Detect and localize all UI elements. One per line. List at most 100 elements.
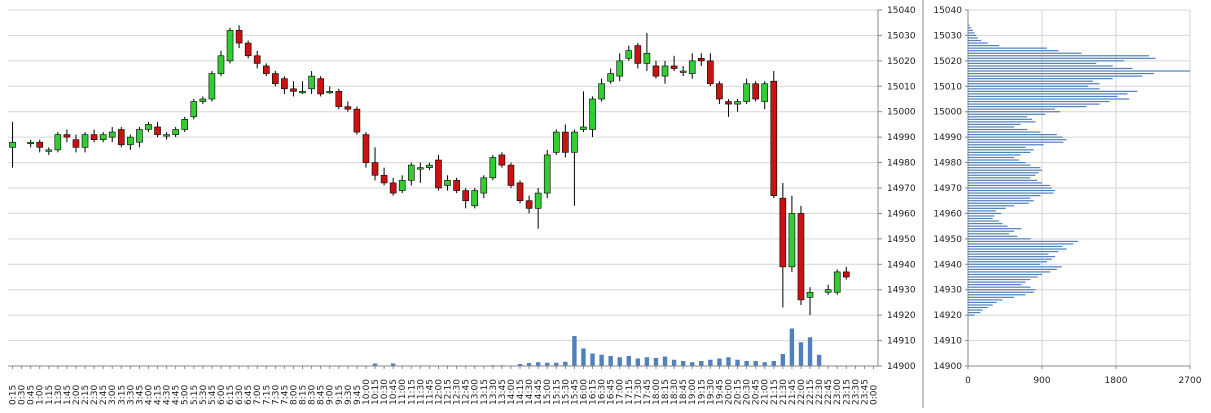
profile-bar	[968, 273, 1042, 276]
candle-body-up	[743, 83, 750, 102]
candle-body-up	[199, 98, 207, 102]
profile-bar	[968, 202, 1029, 204]
candle	[208, 71, 216, 102]
candle	[380, 167, 388, 186]
candle-body-down	[371, 162, 379, 176]
price-tick-label: 14990	[887, 133, 916, 143]
profile-bar	[968, 248, 1067, 250]
profile-bar	[968, 256, 1056, 258]
candle	[833, 269, 841, 295]
time-tick-label: 14:45	[534, 379, 544, 405]
profile-bar	[968, 144, 1044, 146]
profile-bar	[968, 34, 977, 37]
candle	[806, 287, 814, 316]
profile-bar	[968, 294, 1026, 296]
profile-bar	[968, 118, 1033, 120]
candle-body-down	[253, 55, 261, 64]
time-tick-label: 15:45	[570, 379, 580, 405]
candle	[90, 129, 98, 143]
volume-bar	[590, 353, 595, 366]
time-tick-label: 9:15	[335, 385, 345, 405]
profile-x-axis: 0 900 1800 2700	[965, 365, 1202, 386]
candle	[770, 71, 778, 199]
candle	[317, 76, 324, 97]
candle	[281, 76, 288, 94]
volume-bar	[517, 364, 523, 366]
time-tick-label: 17:00	[616, 379, 626, 405]
profile-x-tick-label: 900	[1033, 376, 1050, 386]
candle	[842, 266, 850, 280]
price-tick-label: 15040	[887, 6, 916, 16]
time-tick-label: 14:30	[525, 379, 535, 405]
volume-bar	[572, 336, 577, 366]
profile-bar	[968, 111, 1061, 113]
volume-profile-bars	[968, 24, 1190, 316]
candle-body-down	[380, 174, 388, 184]
time-tick-label: 7:45	[280, 385, 290, 405]
candle	[353, 106, 361, 135]
candle-body-up	[534, 192, 542, 209]
profile-bar	[968, 223, 1003, 225]
time-tick-label: 16:00	[579, 379, 589, 405]
time-tick-label: 7:15	[262, 385, 272, 405]
time-tick-label: 15:00	[543, 379, 553, 405]
candle	[498, 152, 506, 168]
profile-bar	[968, 245, 1063, 248]
time-tick-label: 20:00	[724, 379, 734, 405]
candle-body-up	[398, 180, 406, 191]
candle-body-up	[426, 164, 433, 168]
candle	[299, 81, 306, 94]
candle-body-up	[824, 289, 832, 293]
profile-bar	[968, 37, 978, 39]
profile-bar	[968, 299, 1003, 301]
candle-body-up	[607, 73, 614, 82]
profile-price-label: 15010	[933, 82, 962, 92]
profile-bar	[968, 134, 1057, 136]
candle	[190, 99, 198, 120]
candle-body-down	[634, 45, 642, 64]
profile-price-label: 14950	[933, 235, 962, 245]
time-tick-label: 6:30	[235, 385, 245, 405]
candle-body-up	[417, 167, 424, 170]
profile-bar	[968, 95, 1118, 98]
candle-body-down	[498, 154, 506, 166]
profile-bar	[968, 296, 1015, 298]
time-tick-label: 5:30	[199, 385, 209, 405]
volume-bars	[372, 328, 822, 366]
time-tick-label: 1:00	[36, 385, 46, 405]
profile-bar	[968, 309, 983, 311]
time-tick-label: 22:30	[815, 379, 825, 405]
candle-body-up	[326, 91, 334, 94]
profile-bar	[968, 103, 1100, 105]
time-tick-label: 10:15	[371, 379, 381, 405]
candle-body-down	[435, 159, 442, 189]
candle-body-down	[562, 131, 569, 153]
profile-bar	[968, 88, 1100, 90]
profile-bar	[968, 52, 1082, 54]
time-tick-label: 6:15	[226, 385, 236, 405]
candle	[244, 40, 252, 59]
profile-bar	[968, 215, 995, 217]
profile-bar	[968, 29, 973, 31]
candle-body-up	[217, 55, 225, 74]
time-tick-label: 8:30	[308, 385, 318, 405]
profile-bar	[968, 253, 1049, 255]
candle-body-up	[45, 149, 53, 152]
candle	[127, 134, 134, 150]
time-tick-label: 21:00	[761, 379, 771, 405]
time-tick-label: 16:45	[607, 379, 617, 405]
profile-bar	[968, 179, 1038, 181]
time-tick-label: 0:30	[18, 385, 28, 405]
profile-bar	[968, 258, 1052, 260]
candle	[679, 65, 687, 77]
candle	[607, 68, 614, 84]
profile-bar	[968, 32, 975, 34]
profile-bar	[968, 123, 1021, 126]
candle	[407, 162, 415, 186]
profile-price-label: 15020	[933, 57, 962, 67]
candle-body-up	[208, 73, 216, 100]
time-tick-label: 10:45	[389, 379, 399, 405]
candle	[163, 132, 170, 140]
candle-body-down	[244, 42, 252, 57]
profile-x-tick-label: 0	[965, 376, 971, 386]
